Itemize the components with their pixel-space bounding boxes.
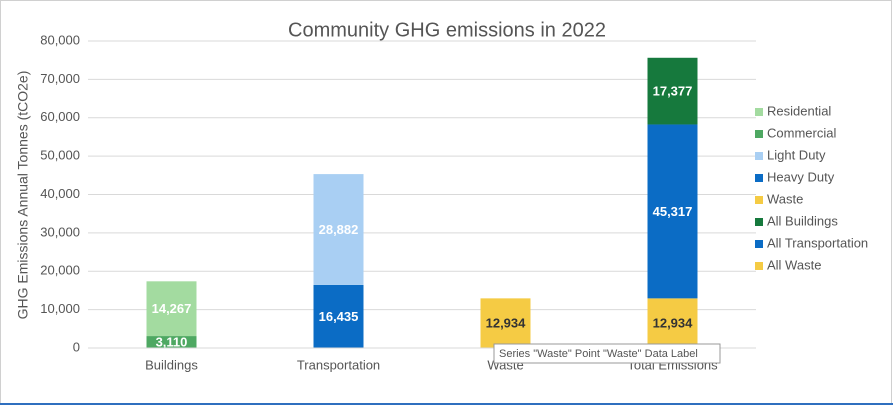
chart-title: Community GHG emissions in 2022 [288,19,606,41]
legend-label: Light Duty [767,147,826,162]
y-tick-label: 20,000 [40,263,80,278]
data-label: 3,110 [156,334,188,349]
x-tick-label: Buildings [145,357,198,372]
legend-swatch [755,218,763,226]
y-axis-label: GHG Emissions Annual Tonnes (tCO2e) [15,71,31,320]
legend-label: Residential [767,103,831,118]
legend-label: All Waste [767,257,821,272]
legend-swatch [755,108,763,116]
tooltip-text: Series "Waste" Point "Waste" Data Label [499,348,698,360]
tooltip-box [493,343,721,364]
y-tick-label: 0 [73,339,80,354]
y-tick-label: 70,000 [40,71,80,86]
legend-label: All Buildings [767,213,838,228]
legend-swatch [755,240,763,248]
bar-segment [146,281,197,337]
legend-swatch [755,174,763,182]
tooltip: Series "Waste" Point "Waste" Data Label [493,343,721,364]
legend-label: Waste [767,191,803,206]
bar-segment [647,57,698,125]
data-label: 45,317 [653,204,693,219]
legend-swatch [755,152,763,160]
y-tick-label: 30,000 [40,224,80,239]
legend-swatch [755,262,763,270]
legend-label: Commercial [767,125,836,140]
legend-label: Heavy Duty [767,169,835,184]
y-tick-label: 80,000 [40,32,80,47]
bar-segment [647,124,698,299]
data-label: 17,377 [653,84,693,99]
y-tick-label: 50,000 [40,148,80,163]
data-label: 16,435 [319,309,359,324]
data-label: 12,934 [653,316,694,331]
legend-label: All Transportation [767,235,868,250]
data-label: 12,934 [486,316,527,331]
x-tick-label: Transportation [297,357,380,372]
bar-segment [313,174,364,285]
y-tick-label: 60,000 [40,109,80,124]
data-label: 28,882 [319,222,359,237]
legend-swatch [755,130,763,138]
y-tick-label: 10,000 [40,301,80,316]
legend-swatch [755,196,763,204]
bar-segment [480,298,531,348]
data-label: 14,267 [152,301,192,316]
bar-segment [647,298,698,348]
bar-segment [313,284,364,348]
bar-segment [146,336,197,348]
y-tick-label: 40,000 [40,186,80,201]
